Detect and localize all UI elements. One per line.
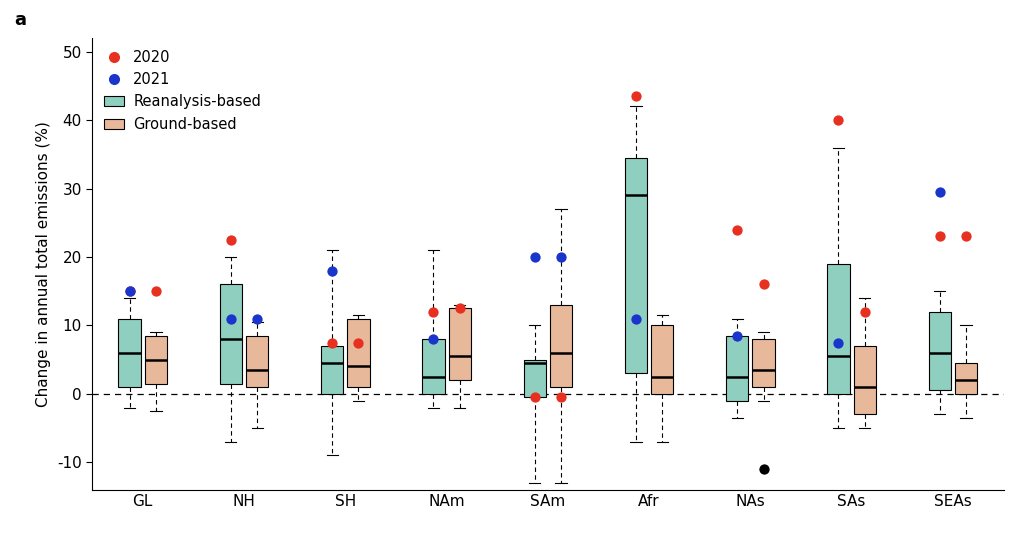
Point	[526, 393, 543, 401]
Point	[350, 338, 367, 347]
Point	[830, 116, 847, 125]
PathPatch shape	[625, 158, 647, 373]
PathPatch shape	[144, 336, 167, 384]
Point	[628, 92, 644, 101]
Point	[222, 314, 239, 323]
Point	[147, 287, 164, 295]
Point	[553, 252, 569, 261]
Point	[957, 232, 974, 241]
PathPatch shape	[753, 339, 775, 387]
PathPatch shape	[321, 346, 343, 394]
PathPatch shape	[347, 319, 370, 387]
PathPatch shape	[523, 360, 546, 397]
Point	[932, 232, 948, 241]
Point	[122, 287, 138, 295]
PathPatch shape	[929, 312, 951, 391]
Point	[932, 188, 948, 196]
Point	[324, 267, 340, 275]
Point	[452, 304, 468, 313]
Point	[324, 338, 340, 347]
PathPatch shape	[422, 339, 444, 394]
Legend: 2020, 2021, Reanalysis-based, Ground-based: 2020, 2021, Reanalysis-based, Ground-bas…	[104, 50, 261, 132]
PathPatch shape	[449, 308, 471, 380]
PathPatch shape	[854, 346, 876, 415]
PathPatch shape	[119, 319, 140, 387]
Point	[122, 287, 138, 295]
Point	[222, 236, 239, 244]
Point	[857, 307, 873, 316]
PathPatch shape	[827, 264, 850, 394]
Point	[553, 393, 569, 401]
Y-axis label: Change in annual total emissions (%): Change in annual total emissions (%)	[37, 121, 51, 407]
PathPatch shape	[550, 305, 572, 387]
PathPatch shape	[246, 336, 268, 387]
PathPatch shape	[955, 363, 977, 394]
Point	[249, 314, 265, 323]
Point	[729, 225, 745, 234]
Point	[425, 307, 441, 316]
Point	[756, 465, 772, 473]
Point	[425, 335, 441, 343]
PathPatch shape	[726, 336, 749, 401]
PathPatch shape	[651, 325, 674, 394]
Point	[628, 314, 644, 323]
Point	[756, 280, 772, 289]
Text: a: a	[14, 11, 27, 29]
Point	[830, 338, 847, 347]
Point	[526, 252, 543, 261]
Point	[729, 331, 745, 340]
PathPatch shape	[220, 285, 242, 384]
